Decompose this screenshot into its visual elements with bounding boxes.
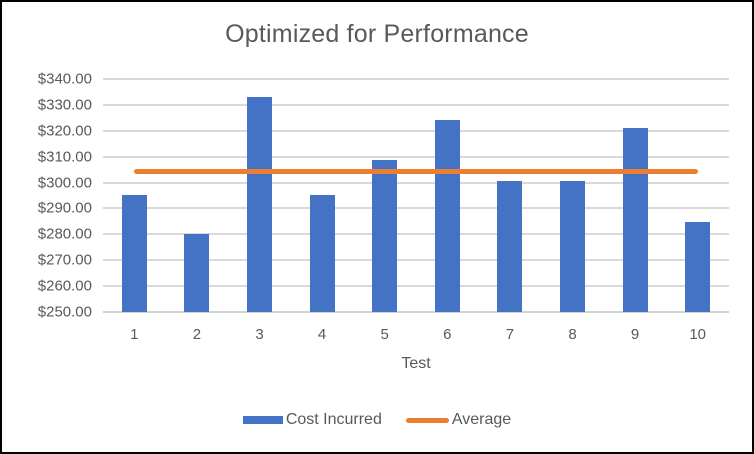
- line-series-swatch: [405, 417, 449, 423]
- x-tick-label: 6: [443, 326, 452, 343]
- x-tick-label: 4: [317, 326, 327, 343]
- y-tick-label: $320.00: [37, 122, 92, 140]
- y-tick-label: $280.00: [37, 225, 92, 243]
- x-tick-label: 10: [689, 326, 707, 343]
- x-tick-label: 8: [568, 326, 577, 343]
- gridline: [103, 78, 729, 80]
- x-tick-label: 9: [630, 326, 640, 343]
- gridline: [103, 103, 729, 106]
- bar-8: [560, 181, 585, 312]
- bar-6: [434, 119, 460, 312]
- bar-5: [372, 160, 398, 312]
- bar-3: [247, 96, 272, 312]
- x-axis-title: Test: [401, 355, 431, 372]
- bar-9: [622, 127, 648, 312]
- x-tick-label: 1: [130, 326, 139, 343]
- gridline: [103, 259, 729, 262]
- average-line: [134, 168, 698, 174]
- bar-1: [121, 194, 147, 312]
- y-tick-label: $300.00: [37, 174, 92, 192]
- y-tick-label: $260.00: [37, 277, 92, 295]
- y-axis-labels: $340.00 $330.00 $320.00 $310.00 $300.00 $290.…: [2, 71, 92, 321]
- gridline: [103, 207, 729, 210]
- gridline: [103, 311, 729, 313]
- legend-label-cost-incurred: Cost Incurred: [285, 411, 382, 428]
- legend: Cost Incurred Average: [2, 411, 752, 429]
- gridline: [103, 155, 729, 158]
- x-axis-labels: 1 2 3 4 5 6 7 8 9 10: [103, 326, 729, 346]
- x-tick-label: 5: [380, 326, 389, 343]
- chart-title: Optimized for Performance: [225, 20, 529, 48]
- bar-7: [497, 181, 523, 312]
- plot-area: [103, 78, 729, 313]
- x-tick-label: 3: [255, 326, 264, 343]
- gridline: [103, 181, 729, 184]
- y-tick-label: $340.00: [37, 70, 92, 88]
- y-tick-label: $250.00: [37, 303, 92, 321]
- bar-10: [685, 222, 711, 312]
- legend-item-cost-incurred: Cost Incurred: [242, 411, 382, 429]
- x-tick-label: 2: [192, 326, 202, 343]
- x-tick-label: 7: [505, 326, 515, 343]
- gridline: [103, 233, 729, 236]
- gridline: [103, 285, 729, 288]
- y-tick-label: $270.00: [37, 251, 92, 269]
- bar-2: [184, 234, 210, 312]
- y-tick-label: $290.00: [37, 199, 92, 217]
- legend-item-average: Average: [405, 411, 512, 429]
- bar-series-swatch: [242, 416, 283, 424]
- y-tick-label: $330.00: [37, 96, 92, 114]
- y-tick-label: $310.00: [37, 148, 92, 166]
- legend-label-average: Average: [451, 411, 512, 428]
- bar-4: [309, 194, 335, 312]
- gridline: [103, 129, 729, 132]
